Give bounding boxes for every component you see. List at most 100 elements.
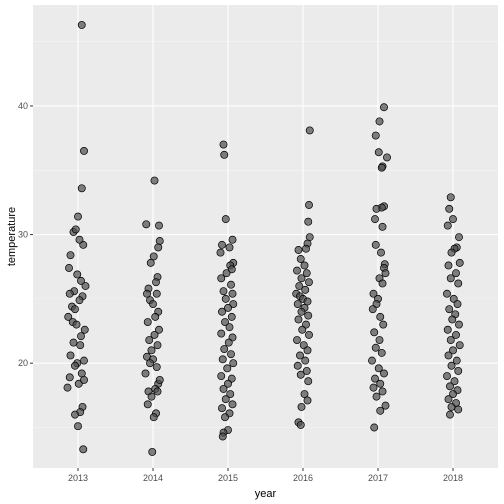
y-axis-title: temperature [6, 207, 18, 266]
data-point [371, 374, 379, 383]
data-point [293, 336, 301, 344]
data-point [381, 401, 390, 410]
data-point [228, 289, 237, 298]
data-point [376, 379, 385, 388]
data-point [220, 345, 229, 353]
data-point [449, 346, 457, 355]
data-point [294, 315, 303, 324]
data-point [446, 336, 455, 344]
data-point [443, 289, 451, 298]
x-tick-label-2014: 2014 [143, 473, 163, 483]
x-axis: 2013 2014 2015 2016 2017 2018 [68, 468, 463, 483]
data-point [300, 390, 309, 398]
data-point [380, 103, 388, 112]
data-point [218, 404, 226, 413]
data-point [223, 364, 232, 373]
x-tick-label-2015: 2015 [218, 473, 238, 483]
data-point [379, 320, 388, 329]
data-point [74, 422, 82, 431]
y-tick-label: 40 [18, 101, 28, 111]
data-point [377, 163, 386, 172]
data-point [293, 266, 301, 275]
data-point [146, 359, 154, 368]
data-point [453, 300, 462, 308]
data-point [371, 343, 380, 352]
data-point [71, 410, 79, 419]
data-point [297, 402, 306, 411]
data-point [77, 184, 86, 193]
data-point [150, 330, 159, 339]
data-point [443, 221, 452, 230]
data-point [218, 432, 227, 441]
data-point [69, 338, 78, 347]
data-point [143, 318, 152, 326]
x-tick-label-2013: 2013 [68, 473, 88, 483]
data-point [293, 300, 302, 308]
data-point [447, 248, 456, 257]
data-point [219, 287, 228, 296]
data-point [302, 366, 311, 375]
data-point [222, 269, 231, 278]
data-point [64, 312, 73, 321]
plot-panel [33, 5, 498, 468]
data-point [149, 413, 158, 422]
data-point [449, 215, 457, 224]
data-point [218, 355, 227, 364]
data-point [372, 204, 381, 213]
data-point [229, 359, 238, 368]
data-point [371, 240, 380, 249]
data-point [296, 420, 305, 429]
data-point [298, 325, 307, 334]
data-point [452, 269, 460, 278]
data-point [216, 248, 225, 257]
data-point [71, 361, 79, 370]
data-point [143, 289, 151, 298]
data-point [454, 279, 463, 288]
data-point [305, 330, 313, 339]
data-point [305, 126, 314, 135]
data-point [295, 282, 304, 290]
data-point [65, 289, 74, 298]
data-point [66, 251, 75, 260]
data-point [455, 233, 463, 242]
data-point [444, 395, 453, 404]
data-point [225, 323, 234, 332]
data-point [143, 400, 152, 409]
data-point [229, 300, 238, 308]
data-point [80, 325, 89, 334]
data-point [80, 375, 88, 384]
data-point [304, 377, 313, 386]
data-point [63, 383, 72, 392]
data-point [446, 193, 455, 202]
data-point [150, 176, 159, 185]
data-point [368, 305, 377, 314]
data-point [224, 303, 232, 312]
data-point [221, 395, 230, 404]
data-point [296, 351, 304, 360]
data-point [452, 330, 460, 339]
data-point [227, 312, 236, 321]
data-point [155, 221, 163, 230]
data-point [383, 153, 391, 162]
data-point [80, 356, 88, 365]
data-point [228, 400, 237, 409]
x-tick-label-2017: 2017 [368, 473, 388, 483]
data-point [369, 289, 378, 298]
data-point [454, 405, 463, 414]
data-point [226, 390, 235, 398]
data-point [218, 240, 226, 249]
data-point [153, 387, 162, 396]
data-point [380, 369, 388, 378]
data-point [302, 244, 310, 253]
data-point [77, 20, 86, 29]
data-point [155, 325, 163, 334]
data-point [452, 356, 461, 365]
data-point [154, 243, 163, 252]
data-point [71, 305, 79, 314]
data-point [217, 329, 226, 338]
data-point [305, 201, 313, 209]
data-point [151, 312, 160, 321]
data-point [301, 356, 310, 365]
data-point [148, 447, 157, 456]
